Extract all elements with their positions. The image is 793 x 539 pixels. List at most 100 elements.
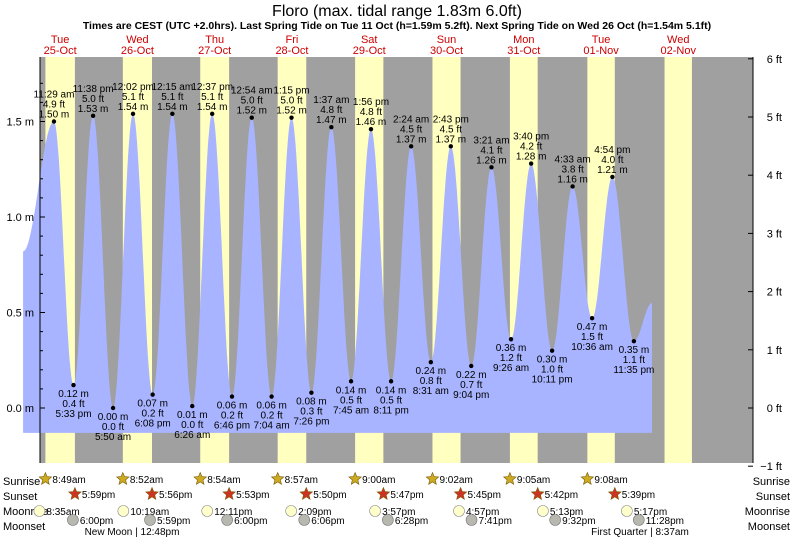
day-name-label: Wed <box>667 34 689 46</box>
moonset-icon <box>298 514 311 526</box>
moonrise-icon <box>33 505 46 517</box>
row-label-right: Moonset <box>748 521 790 533</box>
tide-meters-label: 1.37 m <box>396 134 427 145</box>
moonset-time: 7:41pm <box>479 516 512 527</box>
tide-feet-label: 3.8 ft <box>561 164 583 175</box>
right-axis-tick-label: −1 ft <box>760 461 782 473</box>
sunrise-time: 9:02am <box>439 475 472 486</box>
sunrise-time: 9:00am <box>362 475 395 486</box>
tide-meters-label: 1.54 m <box>157 102 188 113</box>
low-tide-point <box>508 337 514 342</box>
tide-meters-label: 0.47 m <box>577 322 608 333</box>
low-tide-point <box>348 379 354 384</box>
row-label-right: Moonrise <box>745 506 790 518</box>
high-tide-point <box>528 161 534 166</box>
low-tide-point <box>589 316 595 321</box>
tide-meters-label: 0.07 m <box>137 399 168 410</box>
tide-feet-label: 0.2 ft <box>221 411 243 422</box>
tide-time-label: 5:50 am <box>95 432 131 443</box>
tide-meters-label: 1.52 m <box>276 106 307 117</box>
day-date-label: 29-Oct <box>353 45 386 57</box>
tide-meters-label: 1.37 m <box>436 134 467 145</box>
tide-feet-label: 0.3 ft <box>300 407 322 418</box>
tide-feet-label: 5.0 ft <box>241 96 263 107</box>
sunrise-time: 9:08am <box>594 475 627 486</box>
tide-time-label: 7:45 am <box>333 405 369 416</box>
low-tide-point <box>150 392 155 397</box>
sunset-time: 5:50pm <box>313 490 346 501</box>
tide-time-label: 3:21 am <box>473 135 509 146</box>
sunrise-time: 8:54am <box>207 475 240 486</box>
moonrise-icon <box>117 505 130 517</box>
day-date-label: 31-Oct <box>507 45 540 57</box>
axes: 0.0 m 0.5 m 1.0 m 1.5 m −1 ft 0 ft 1 ft 2 ft 3 f… <box>6 54 782 473</box>
moonset-time: 9:32pm <box>562 516 595 527</box>
tide-time-label: 1:15 pm <box>273 86 309 97</box>
left-axis-tick-label: 1.0 m <box>6 212 34 224</box>
high-tide-point <box>448 144 453 149</box>
tide-meters-label: 0.06 m <box>217 401 248 412</box>
high-tide-point <box>51 119 57 124</box>
right-axis-tick-label: 3 ft <box>767 228 782 240</box>
moonrise-icon <box>537 505 549 517</box>
right-axis-tick-label: 1 ft <box>767 345 782 357</box>
tide-time-label: 7:04 am <box>254 421 290 432</box>
right-axis-tick-label: 0 ft <box>767 403 782 415</box>
tide-time-label: 10:11 pm <box>532 375 573 386</box>
tide-feet-label: 0.2 ft <box>142 409 164 420</box>
tide-time-label: 8:31 am <box>413 386 449 397</box>
low-tide-point <box>269 394 274 399</box>
moonset-icon <box>221 514 233 526</box>
sunset-time: 5:42pm <box>545 490 578 501</box>
sunset-icon <box>145 486 159 500</box>
tide-time-label: 11:35 pm <box>613 365 654 376</box>
tide-time-label: 9:26 am <box>493 363 529 374</box>
sunrise-icon <box>38 471 53 485</box>
tide-meters-label: 1.16 m <box>557 174 588 185</box>
day-name-label: Sun <box>437 34 457 46</box>
tide-feet-label: 0.0 ft <box>102 422 124 433</box>
day-date-label: 26-Oct <box>121 45 154 57</box>
tide-meters-label: 1.54 m <box>197 102 228 113</box>
low-tide-point <box>428 359 434 365</box>
tide-meters-label: 1.21 m <box>597 165 628 176</box>
moonrise-icon <box>453 505 465 517</box>
day-date-label: 28-Oct <box>275 45 308 57</box>
day-name-label: Mon <box>513 34 534 46</box>
day-date-label: 02-Nov <box>660 45 696 57</box>
high-tide-point <box>249 115 254 120</box>
sunrise-icon <box>580 471 595 485</box>
moonrise-time: 10:19am <box>130 507 169 518</box>
moonset-time: 6:00pm <box>80 516 113 527</box>
tide-feet-label: 4.5 ft <box>400 124 422 135</box>
tide-meters-label: 1.46 m <box>356 117 387 128</box>
moonrise-icon <box>285 505 297 517</box>
tide-meters-label: 0.08 m <box>296 397 327 408</box>
day-date-label: 01-Nov <box>583 45 619 57</box>
tide-feet-label: 0.0 ft <box>181 420 203 431</box>
daylight-band <box>664 57 692 463</box>
sunset-time: 5:56pm <box>159 490 192 501</box>
day-date-label: 30-Oct <box>430 45 463 57</box>
moonrise-icon <box>369 505 381 517</box>
high-tide-point <box>90 113 96 118</box>
moon-phase-label: New Moon | 12:48pm <box>85 527 180 538</box>
tide-feet-label: 4.0 ft <box>601 155 623 166</box>
tide-feet-label: 4.2 ft <box>520 142 542 153</box>
sunset-icon <box>607 486 622 500</box>
tide-feet-label: 5.0 ft <box>280 96 302 107</box>
high-tide-point <box>170 111 175 117</box>
day-name-label: Sat <box>361 34 378 46</box>
low-tide-point <box>110 405 116 411</box>
tide-time-label: 10:36 am <box>571 342 613 353</box>
sunset-icon <box>453 486 468 500</box>
sunset-time: 5:47pm <box>390 490 423 501</box>
right-axis-tick-label: 6 ft <box>767 54 782 66</box>
sunrise-icon <box>425 471 440 485</box>
low-tide-point <box>190 403 195 409</box>
tide-feet-label: 0.5 ft <box>340 395 362 406</box>
tide-curve <box>23 113 653 433</box>
tide-meters-label: 1.28 m <box>516 152 547 163</box>
tide-time-label: 7:26 pm <box>293 417 329 428</box>
tide-points: 11:29 am4.9 ft1.50 m 0.12 m0.4 ft5:33 pm 1… <box>33 82 654 443</box>
